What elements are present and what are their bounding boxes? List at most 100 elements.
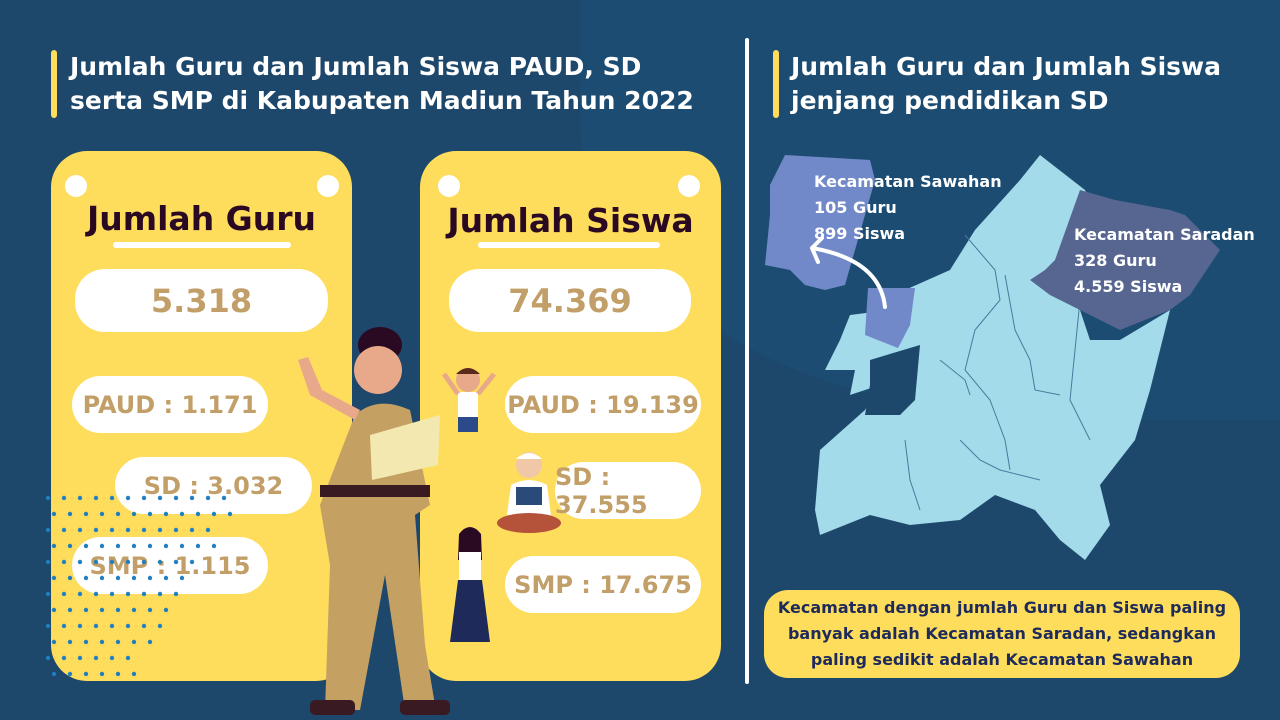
decor-dot [147,543,153,549]
decor-dot [205,527,211,533]
decor-dot [141,623,147,629]
decor-dot [115,575,121,581]
decor-dot [99,607,105,613]
summary-note: Kecamatan dengan jumlah Guru dan Siswa p… [764,590,1240,678]
decor-dot [61,559,67,565]
decor-dot [51,511,57,517]
decor-dot [45,559,51,565]
map-base-region [815,155,1170,560]
decor-dot [173,591,179,597]
sawahan-siswa: 899 Siswa [814,224,906,243]
decor-dot [51,607,57,613]
decor-dot [77,655,83,661]
decor-dot [179,575,185,581]
decor-dot [125,623,131,629]
student-reading-illustration [497,452,561,533]
decor-dot [67,511,73,517]
decor-dot [131,639,137,645]
decor-dot [99,671,105,677]
decor-dot [141,591,147,597]
decor-dot [51,671,57,677]
saradan-siswa: 4.559 Siswa [1074,277,1183,296]
siswa-sd: SD : 37.555 [555,462,701,519]
arrow-icon [810,236,887,309]
decor-dot [125,655,131,661]
decor-dot [93,559,99,565]
decor-dot [83,575,89,581]
dots-decoration [45,495,233,677]
decor-dot [131,511,137,517]
decor-dot [125,591,131,597]
decor-dot [93,591,99,597]
decor-dot [173,527,179,533]
decor-dot [109,495,115,501]
decor-dot [83,511,89,517]
siswa-total: 74.369 [449,269,691,332]
decor-dot [173,559,179,565]
decor-dot [109,591,115,597]
decor-dot [189,527,195,533]
madiun-map [765,155,1220,560]
decor-dot [141,527,147,533]
decor-dot [45,655,51,661]
decor-dot [157,559,163,565]
title-accent-bar [51,50,57,118]
decor-dot [179,543,185,549]
decor-dot [67,543,73,549]
decor-dot [131,575,137,581]
decor-dot [61,527,67,533]
summary-text: Kecamatan dengan jumlah Guru dan Siswa p… [777,598,1227,669]
guru-total: 5.318 [75,269,328,332]
decor-dot [77,591,83,597]
decor-dot [77,495,83,501]
section-divider [745,38,749,684]
decor-dot [83,671,89,677]
decor-dot [67,671,73,677]
decor-dot [131,543,137,549]
decor-dot [99,543,105,549]
siswa-paud: PAUD : 19.139 [505,376,701,433]
decor-dot [147,639,153,645]
decor-dot [45,591,51,597]
card-hole [438,175,460,197]
decor-dot [227,511,233,517]
student-boy-illustration [441,368,496,432]
sawahan-guru: 105 Guru [814,198,897,217]
map-saradan-region [1030,190,1220,330]
card-hole [317,175,339,197]
saradan-guru: 328 Guru [1074,251,1157,270]
card-hole [678,175,700,197]
map-dark-hole [865,345,920,415]
guru-smp: SMP : 1.115 [72,537,268,594]
decor-dot [211,543,217,549]
decor-dot [221,495,227,501]
card-hole [65,175,87,197]
decor-dot [125,527,131,533]
decor-dot [77,527,83,533]
guru-sd: SD : 3.032 [115,457,312,514]
decor-dot [99,639,105,645]
decor-dot [67,639,73,645]
decor-dot [157,495,163,501]
title-accent-bar [773,50,779,118]
decor-dot [163,607,169,613]
decor-dot [157,527,163,533]
decor-dot [115,607,121,613]
decor-dot [131,671,137,677]
sawahan-label: Kecamatan Sawahan 105 Guru 899 Siswa [814,169,1002,247]
decor-dot [99,575,105,581]
decor-dot [93,623,99,629]
decor-dot [61,591,67,597]
decor-dot [179,511,185,517]
decor-dot [83,543,89,549]
decor-dot [61,495,67,501]
decor-dot [67,607,73,613]
decor-dot [45,527,51,533]
decor-dot [189,495,195,501]
decor-dot [77,623,83,629]
right-title: Jumlah Guru dan Jumlah Siswa jenjang pen… [791,52,1222,115]
siswa-heading: Jumlah Siswa [447,201,694,240]
decor-dot [83,607,89,613]
decor-dot [157,591,163,597]
decor-dot [67,575,73,581]
